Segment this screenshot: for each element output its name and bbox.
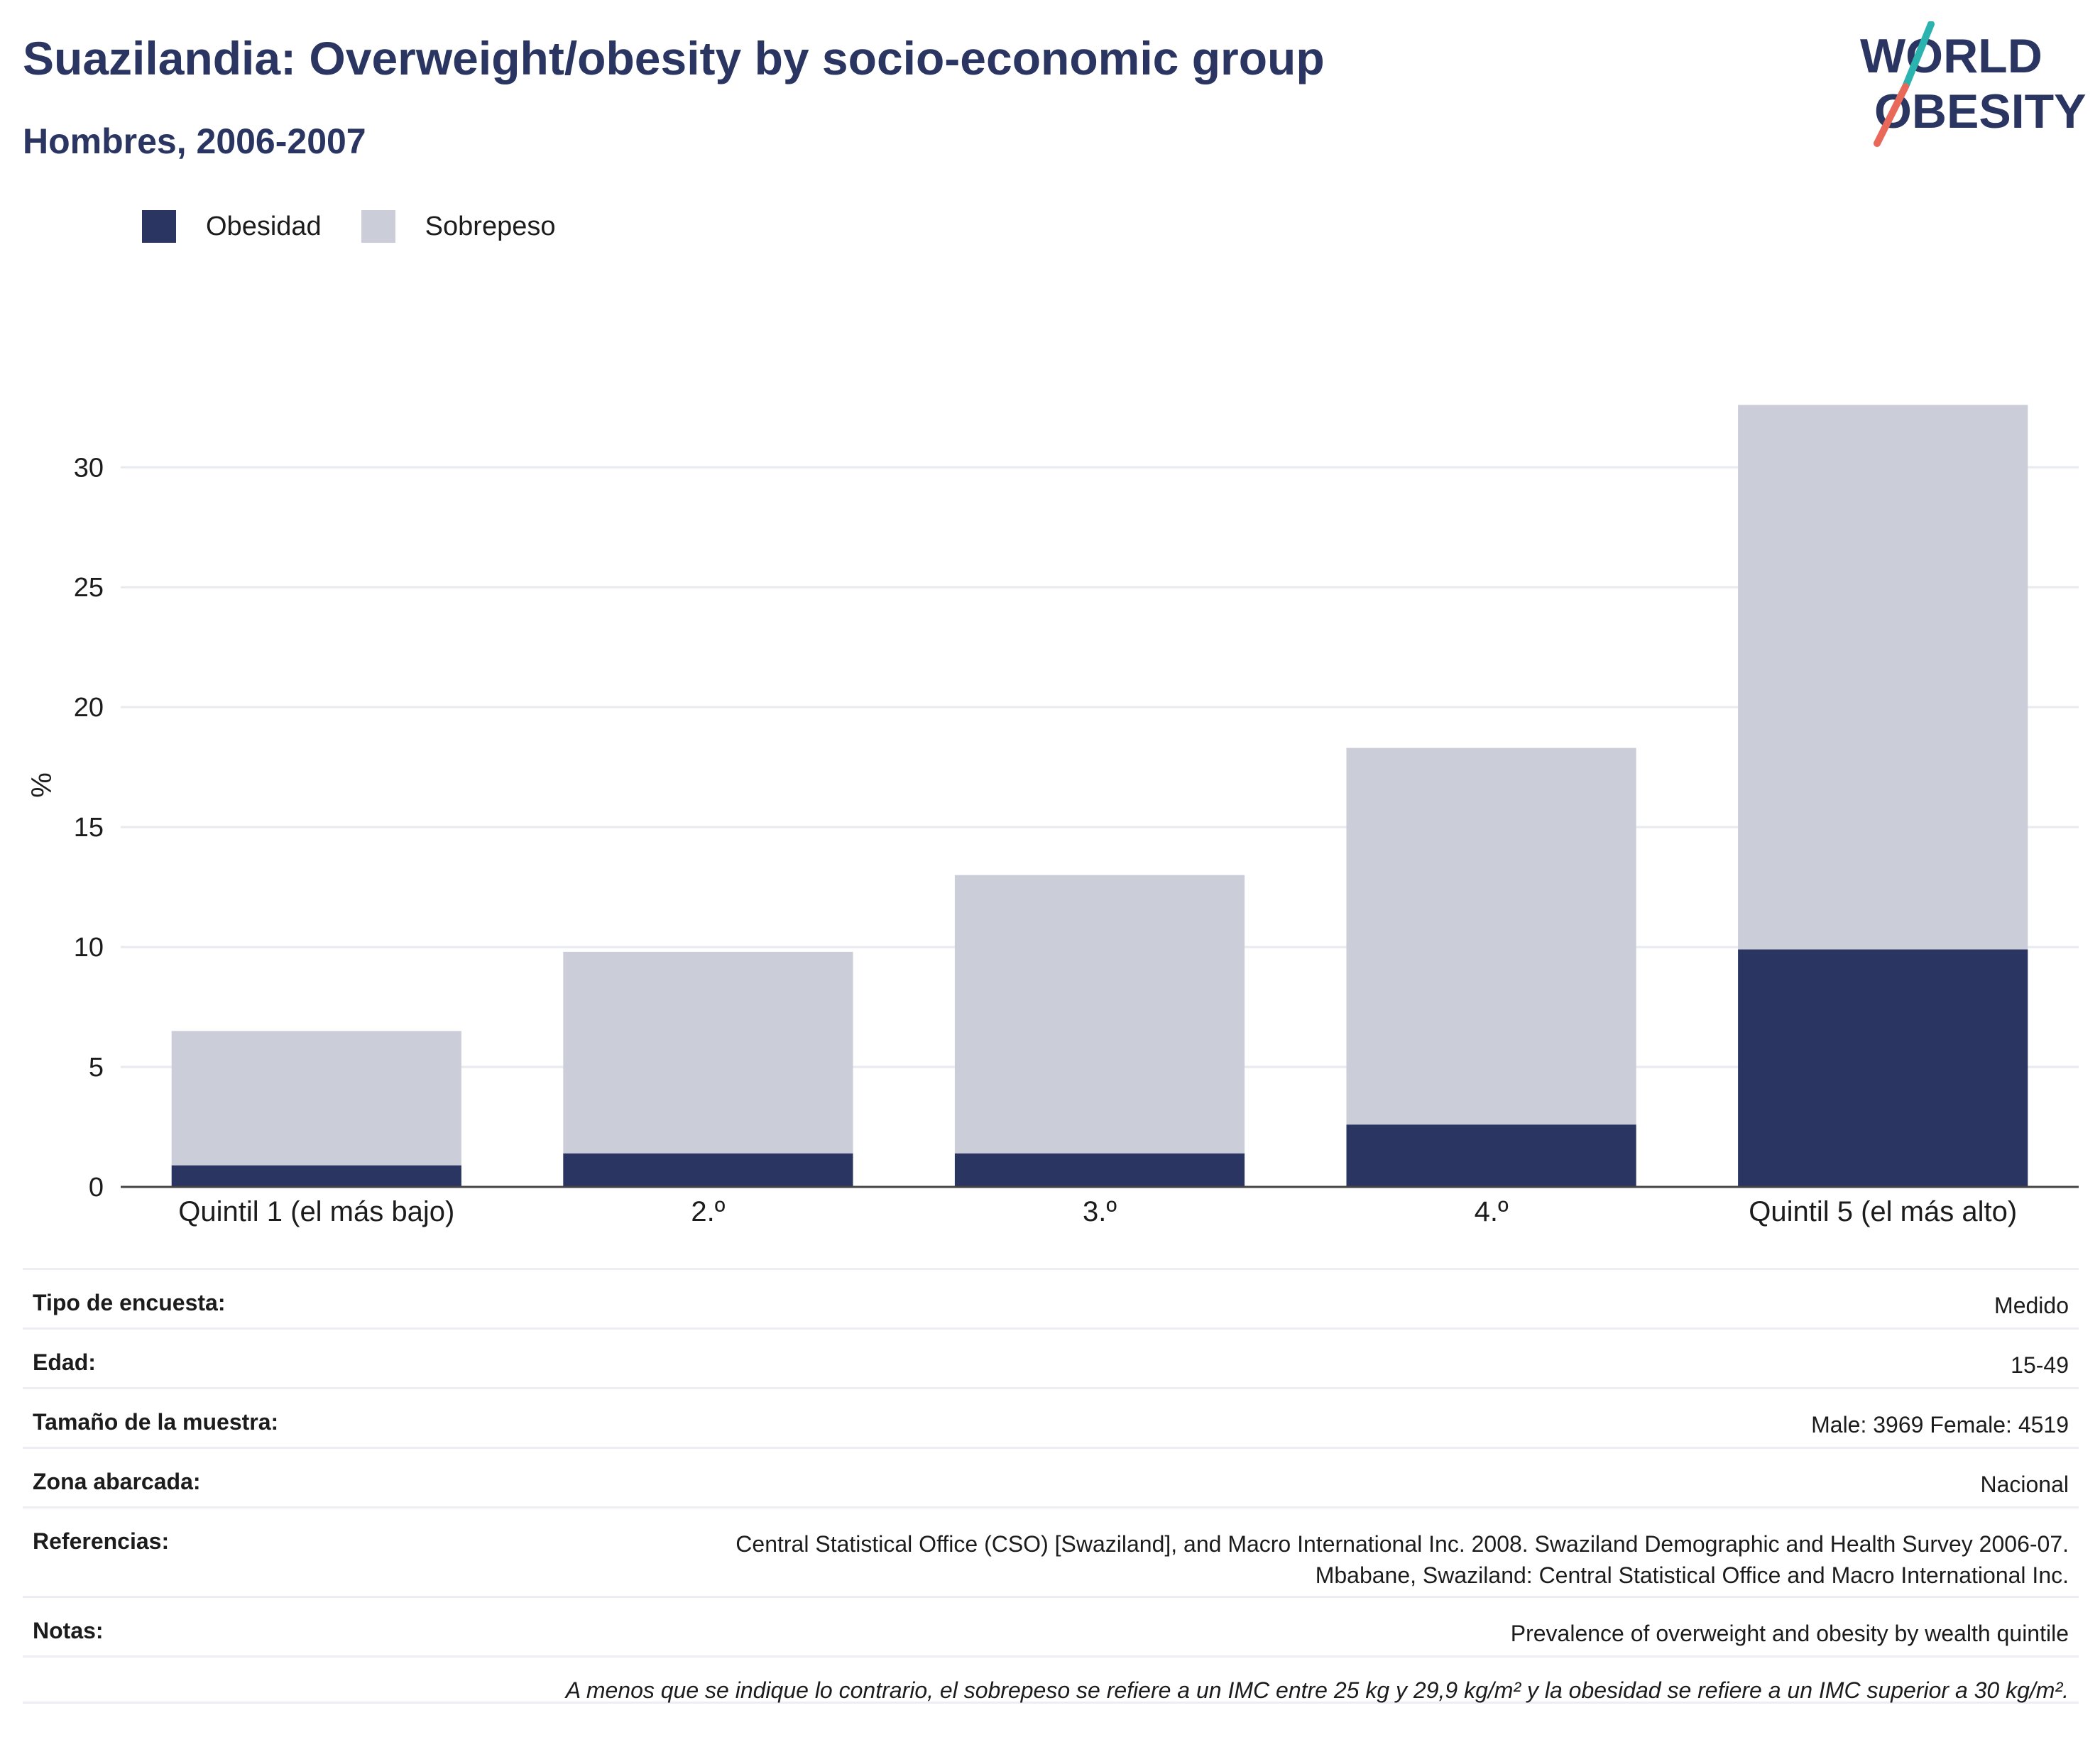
info-row-zona: Zona abarcada: Nacional (23, 1447, 2079, 1506)
info-row-edad: Edad: 15-49 (23, 1327, 2079, 1387)
y-tick-label: 25 (74, 573, 104, 603)
info-label: Notas: (33, 1618, 104, 1643)
info-row-tipo: Tipo de encuesta: Medido (23, 1268, 2079, 1327)
y-tick-label: 20 (74, 693, 104, 723)
info-value: Medido (1994, 1293, 2069, 1318)
info-label: Tipo de encuesta: (33, 1290, 226, 1315)
info-row-referencias: Referencias: Central Statistical Office … (23, 1506, 2079, 1596)
y-tick-label: 30 (74, 453, 104, 483)
bar-sobrepeso-5 (1738, 405, 2028, 950)
info-label: Tamaño de la muestra: (33, 1409, 279, 1435)
y-axis-label: % (26, 772, 58, 798)
reference-line-2: Mbabane, Swaziland: Central Statistical … (1315, 1562, 2069, 1588)
y-tick-label: 10 (74, 933, 104, 963)
info-value: Male: 3969 Female: 4519 (1811, 1412, 2069, 1437)
bar-sobrepeso-3 (954, 875, 1245, 1154)
info-label: Zona abarcada: (33, 1469, 201, 1494)
chart-legend: Obesidad Sobrepeso (142, 210, 595, 243)
info-row-notas: Notas: Prevalence of overweight and obes… (23, 1596, 2079, 1655)
bar-obesidad-4 (1346, 1124, 1636, 1187)
x-tick-label: 3.º (1083, 1196, 1117, 1227)
reference-line-1: Central Statistical Office (CSO) [Swazil… (735, 1531, 2069, 1557)
info-value: Central Statistical Office (CSO) [Swazil… (735, 1528, 2069, 1596)
bar-obesidad-5 (1738, 949, 2028, 1187)
logo-slash-top (1902, 21, 1935, 90)
y-tick-label: 15 (74, 813, 104, 843)
info-label: Edad: (33, 1349, 96, 1375)
bar-obesidad-2 (563, 1153, 853, 1187)
y-tick-label: 5 (89, 1053, 104, 1083)
x-tick-label: Quintil 5 (el más alto) (1749, 1196, 2017, 1227)
legend-swatch-obesidad (142, 210, 176, 243)
bar-obesidad-3 (954, 1153, 1245, 1187)
legend-item-obesidad[interactable]: Obesidad (142, 210, 322, 243)
chart-subtitle: Hombres, 2006-2007 (23, 121, 366, 161)
x-tick-label: 2.º (691, 1196, 725, 1227)
info-row-muestra: Tamaño de la muestra: Male: 3969 Female:… (23, 1387, 2079, 1447)
bar-sobrepeso-4 (1346, 747, 1636, 1125)
info-label: Referencias: (33, 1528, 170, 1554)
bar-obesidad-1 (171, 1165, 461, 1187)
bar-chart: 0 5 10 15 20 25 30% Quintil 1 (el más bajo) 2.º 3… (26, 405, 2079, 1227)
logo-line2: OBESITY (1874, 84, 2087, 138)
world-obesity-logo: WORLD OBESITY (1860, 21, 2087, 147)
legend-item-sobrepeso[interactable]: Sobrepeso (361, 210, 556, 243)
info-value: Prevalence of overweight and obesity by … (1510, 1621, 2069, 1646)
y-tick-label: 0 (89, 1173, 104, 1203)
chart-title: Suazilandia: Overweight/obesity by socio… (23, 32, 1325, 84)
info-value: 15-49 (2011, 1352, 2069, 1378)
bar-sobrepeso-2 (563, 951, 853, 1154)
logo-slash-bottom (1874, 83, 1909, 147)
legend-label-sobrepeso: Sobrepeso (425, 211, 556, 241)
survey-info-table: Tipo de encuesta: Medido Edad: 15-49 Tam… (23, 1268, 2079, 1704)
info-value: Nacional (1980, 1472, 2069, 1497)
bar-sobrepeso-1 (171, 1031, 461, 1166)
x-tick-label: 4.º (1475, 1196, 1509, 1227)
logo-line1: WORLD (1860, 29, 2042, 83)
x-tick-label: Quintil 1 (el más bajo) (178, 1196, 454, 1227)
legend-swatch-sobrepeso (361, 210, 395, 243)
legend-label-obesidad: Obesidad (206, 211, 322, 241)
footnote: A menos que se indique lo contrario, el … (23, 1655, 2079, 1704)
